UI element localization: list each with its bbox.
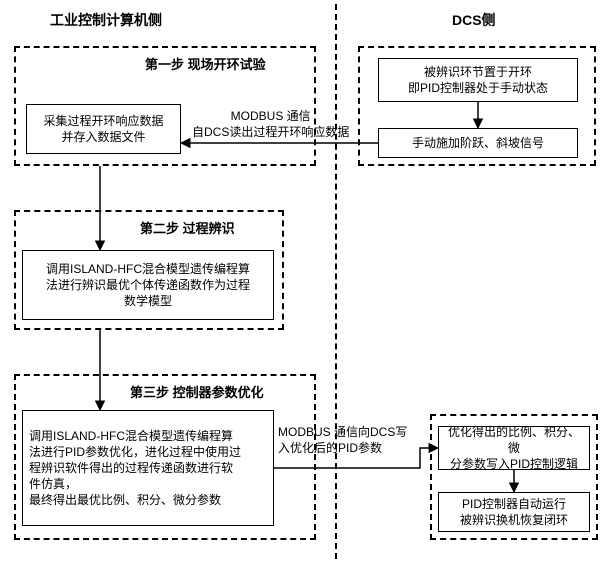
step2-title: 第二步 过程辨识 — [140, 218, 235, 237]
divider-vertical — [335, 4, 337, 559]
node-collect: 采集过程开环响应数据并存入数据文件 — [26, 104, 181, 154]
step1-title: 第一步 现场开环试验 — [145, 54, 266, 73]
node-collect-text: 采集过程开环响应数据并存入数据文件 — [43, 113, 163, 145]
node-auto-text: PID控制器自动运行被辨识换机恢复闭环 — [460, 496, 568, 528]
node-signal-text: 手动施加阶跃、斜坡信号 — [412, 135, 544, 151]
node-auto: PID控制器自动运行被辨识换机恢复闭环 — [438, 492, 590, 532]
header-right: DCS侧 — [452, 10, 496, 30]
node-writepid-text: 优化得出的比例、积分、微分参数写入PID控制逻辑 — [445, 424, 583, 473]
node-openloop-text: 被辨识环节置于开环即PID控制器处于手动状态 — [408, 64, 548, 96]
node-optimize-text: 调用ISLAND-HFC混合模型遗传编程算法进行PID参数优化，进化过程中使用过… — [29, 428, 241, 509]
node-openloop: 被辨识环节置于开环即PID控制器处于手动状态 — [378, 58, 578, 102]
node-identify: 调用ISLAND-HFC混合模型遗传编程算法进行辨识最优个体传递函数作为过程数学… — [22, 250, 274, 320]
step3-title: 第三步 控制器参数优化 — [130, 382, 264, 401]
node-writepid: 优化得出的比例、积分、微分参数写入PID控制逻辑 — [438, 426, 590, 470]
node-optimize: 调用ISLAND-HFC混合模型遗传编程算法进行PID参数优化，进化过程中使用过… — [22, 410, 274, 526]
node-signal: 手动施加阶跃、斜坡信号 — [378, 128, 578, 158]
header-left: 工业控制计算机侧 — [50, 10, 162, 30]
edge-modbus-write-label: MODBUS 通信向DCS写入优化后的PID参数 — [278, 424, 407, 456]
edge-modbus-read-label: MODBUS 通信自DCS读出过程开环响应数据 — [192, 108, 349, 140]
node-identify-text: 调用ISLAND-HFC混合模型遗传编程算法进行辨识最优个体传递函数作为过程数学… — [46, 261, 250, 310]
